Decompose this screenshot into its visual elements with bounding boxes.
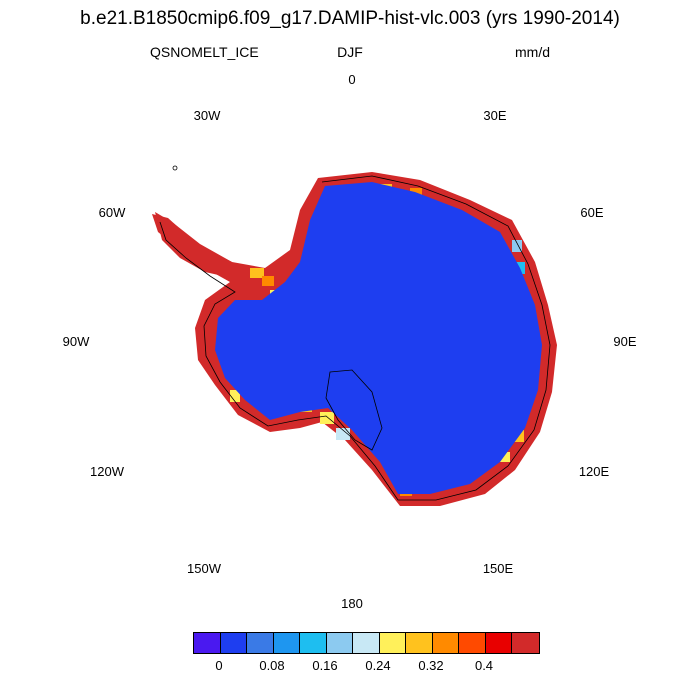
units-label: mm/d bbox=[515, 44, 550, 60]
colorbar-box-9 bbox=[432, 633, 459, 653]
colorbar-box-10 bbox=[459, 633, 486, 653]
coastline bbox=[159, 175, 551, 501]
colorbar-box-12 bbox=[512, 633, 539, 653]
lon-label-150w: 150W bbox=[187, 561, 221, 576]
lon-label-150e: 150E bbox=[482, 561, 514, 576]
lon-label-120e: 120E bbox=[578, 464, 610, 479]
lon-label-120w: 120W bbox=[90, 464, 124, 479]
colorbar-box-11 bbox=[485, 633, 512, 653]
plot-title: b.e21.B1850cmip6.f09_g17.DAMIP-hist-vlc.… bbox=[80, 8, 620, 29]
variable-name: QSNOMELT_ICE bbox=[150, 44, 259, 60]
antarctic-peninsula bbox=[155, 212, 232, 278]
colorbar-tick-0: 0 bbox=[215, 658, 223, 673]
ross-ice-shelf-outline bbox=[325, 369, 383, 451]
season-label: DJF bbox=[337, 44, 363, 60]
lon-label-60w: 60W bbox=[98, 205, 126, 220]
lon-label-0: 0 bbox=[348, 72, 356, 87]
lon-label-60e: 60E bbox=[580, 205, 604, 220]
colorbar-box-2 bbox=[247, 633, 274, 653]
colorbar bbox=[193, 632, 540, 654]
colorbar-box-5 bbox=[326, 633, 353, 653]
colorbar-tick-0.4: 0.4 bbox=[474, 658, 494, 673]
colorbar-tick-0.08: 0.08 bbox=[259, 658, 285, 673]
colorbar-tick-0.32: 0.32 bbox=[418, 658, 444, 673]
interior-ice-sheet bbox=[215, 182, 542, 494]
lon-label-30e: 30E bbox=[483, 108, 507, 123]
colorbar-box-6 bbox=[353, 633, 380, 653]
colorbar-tick-0.24: 0.24 bbox=[365, 658, 391, 673]
colorbar-box-7 bbox=[379, 633, 406, 653]
colorbar-box-4 bbox=[300, 633, 327, 653]
lon-label-30w: 30W bbox=[193, 108, 221, 123]
colorbar-box-3 bbox=[273, 633, 300, 653]
lon-label-180: 180 bbox=[341, 596, 363, 611]
colorbar-box-1 bbox=[220, 633, 247, 653]
lon-label-90e: 90E bbox=[613, 334, 637, 349]
colorbar-box-0 bbox=[194, 633, 221, 653]
lon-label-90w: 90W bbox=[62, 334, 90, 349]
island-marker bbox=[172, 165, 178, 171]
colorbar-box-8 bbox=[406, 633, 433, 653]
colorbar-tick-0.16: 0.16 bbox=[312, 658, 338, 673]
